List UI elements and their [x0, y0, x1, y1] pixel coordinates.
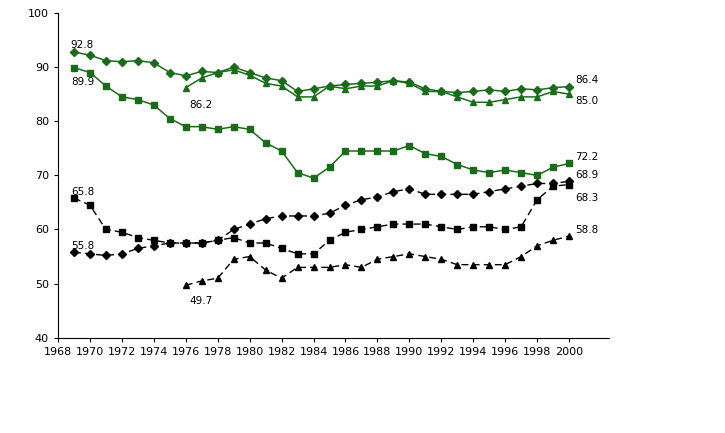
Text: 68.3: 68.3 — [576, 193, 599, 203]
Text: 58.8: 58.8 — [576, 225, 599, 235]
Text: 72.2: 72.2 — [576, 152, 599, 162]
Text: 89.9: 89.9 — [71, 78, 94, 87]
Text: 92.8: 92.8 — [71, 40, 94, 50]
Text: 85.0: 85.0 — [576, 96, 599, 106]
Text: 55.8: 55.8 — [71, 241, 94, 251]
Text: 86.2: 86.2 — [189, 100, 212, 110]
Text: 68.9: 68.9 — [576, 170, 599, 180]
Text: 49.7: 49.7 — [189, 296, 212, 306]
Text: 86.4: 86.4 — [576, 75, 599, 85]
Text: 65.8: 65.8 — [71, 187, 94, 197]
